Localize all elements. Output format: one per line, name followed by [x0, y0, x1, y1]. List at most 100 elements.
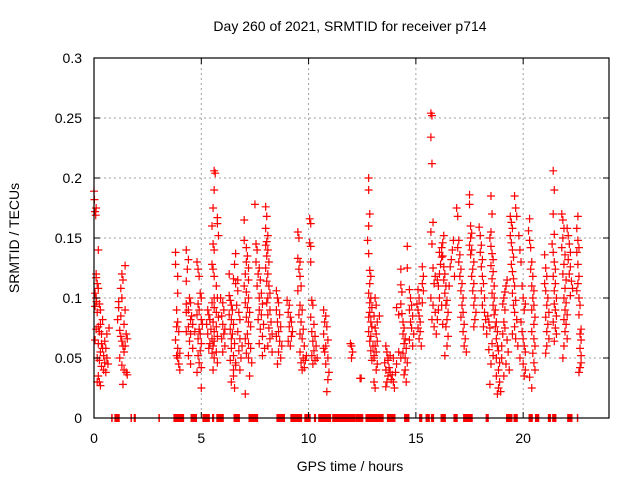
chart-title: Day 260 of 2021, SRMTID for receiver p71… [213, 18, 486, 34]
data-point [296, 330, 304, 338]
data-point [576, 330, 585, 338]
data-point [396, 265, 405, 274]
data-point [229, 320, 238, 329]
data-point [452, 204, 461, 212]
data-point [366, 332, 375, 341]
data-point [478, 301, 487, 310]
data-point [397, 309, 406, 318]
data-point [263, 342, 272, 350]
data-point [121, 306, 130, 314]
x-axis-label: GPS time / hours [297, 458, 404, 474]
data-point [542, 301, 551, 310]
data-point [440, 289, 449, 298]
data-point [573, 279, 582, 288]
data-point [445, 282, 454, 290]
data-point [541, 349, 550, 358]
data-point [363, 236, 372, 245]
data-point [526, 243, 535, 252]
data-point [210, 186, 219, 194]
data-point [517, 318, 526, 326]
data-point [242, 349, 251, 358]
data-point [527, 306, 536, 314]
data-point [542, 327, 551, 336]
data-point [219, 330, 228, 338]
data-point [551, 324, 560, 332]
data-point [477, 262, 486, 271]
y-tick-label: 0.25 [55, 110, 82, 126]
data-point [550, 286, 559, 295]
data-point [120, 320, 129, 329]
data-point [403, 358, 412, 367]
data-point [549, 248, 558, 257]
data-point [396, 300, 405, 308]
data-point [242, 313, 251, 322]
data-point [495, 378, 504, 386]
data-point [323, 375, 332, 384]
data-point [550, 186, 559, 194]
data-point [203, 306, 212, 314]
data-point [479, 279, 488, 288]
data-point [444, 332, 453, 341]
data-point [117, 337, 126, 346]
data-point [96, 320, 105, 329]
data-point [465, 200, 474, 209]
data-point [120, 348, 129, 356]
data-point [408, 342, 417, 350]
data-point [231, 358, 240, 367]
data-point [265, 334, 274, 343]
data-point [574, 310, 583, 319]
data-point [559, 260, 568, 269]
data-point [405, 336, 414, 344]
data-point [217, 312, 226, 320]
data-point [273, 360, 282, 368]
data-point [312, 342, 321, 350]
data-point [195, 325, 204, 334]
data-point [101, 344, 110, 353]
data-point [530, 313, 539, 322]
data-point [365, 266, 374, 275]
data-point [507, 238, 516, 247]
data-point [261, 264, 270, 272]
data-point [218, 320, 227, 329]
data-point [414, 306, 423, 314]
data-point [253, 246, 262, 254]
data-point [520, 342, 529, 350]
data-point [122, 330, 131, 338]
data-point [195, 272, 204, 281]
data-point [371, 342, 380, 350]
data-point [293, 228, 302, 236]
data-point [115, 354, 124, 362]
data-point [324, 368, 333, 377]
data-point [506, 231, 515, 240]
data-point [561, 284, 570, 293]
data-point [262, 237, 271, 246]
data-point [261, 224, 270, 233]
data-point [220, 342, 229, 350]
data-point [322, 322, 331, 331]
x-tick-label: 5 [197, 430, 205, 446]
data-point [323, 354, 332, 362]
data-point [123, 334, 132, 343]
data-point [364, 327, 373, 336]
data-point [507, 218, 516, 227]
data-point [561, 250, 570, 259]
data-point [437, 253, 446, 262]
data-point [568, 284, 577, 293]
data-point [521, 348, 530, 356]
data-point [400, 370, 409, 379]
data-point [186, 298, 195, 307]
data-point [256, 276, 265, 284]
data-point [385, 363, 394, 372]
data-point [456, 286, 465, 295]
data-point [574, 272, 583, 281]
data-point [577, 336, 586, 344]
data-point [468, 286, 477, 295]
data-point [429, 264, 438, 272]
data-point [243, 303, 252, 312]
data-point [415, 294, 424, 302]
data-point [469, 279, 478, 288]
data-point [243, 252, 252, 260]
data-point [541, 286, 550, 295]
data-point [94, 372, 103, 380]
data-point [225, 310, 234, 319]
